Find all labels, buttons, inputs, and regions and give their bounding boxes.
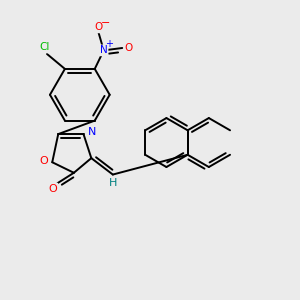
Text: Cl: Cl bbox=[39, 42, 50, 52]
Text: N: N bbox=[88, 127, 96, 137]
Text: O: O bbox=[94, 22, 103, 32]
Text: H: H bbox=[109, 178, 118, 188]
Text: N: N bbox=[100, 45, 108, 56]
Text: O: O bbox=[49, 184, 57, 194]
Text: +: + bbox=[105, 39, 113, 49]
Text: O: O bbox=[125, 43, 133, 53]
Text: O: O bbox=[40, 156, 48, 166]
Text: −: − bbox=[101, 18, 110, 28]
